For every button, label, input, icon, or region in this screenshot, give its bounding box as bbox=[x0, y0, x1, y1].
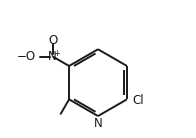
Text: N: N bbox=[94, 117, 102, 130]
Text: N: N bbox=[48, 50, 57, 63]
Text: O: O bbox=[49, 34, 58, 47]
Text: Cl: Cl bbox=[132, 94, 144, 107]
Text: −O: −O bbox=[17, 50, 36, 63]
Text: +: + bbox=[53, 49, 60, 58]
